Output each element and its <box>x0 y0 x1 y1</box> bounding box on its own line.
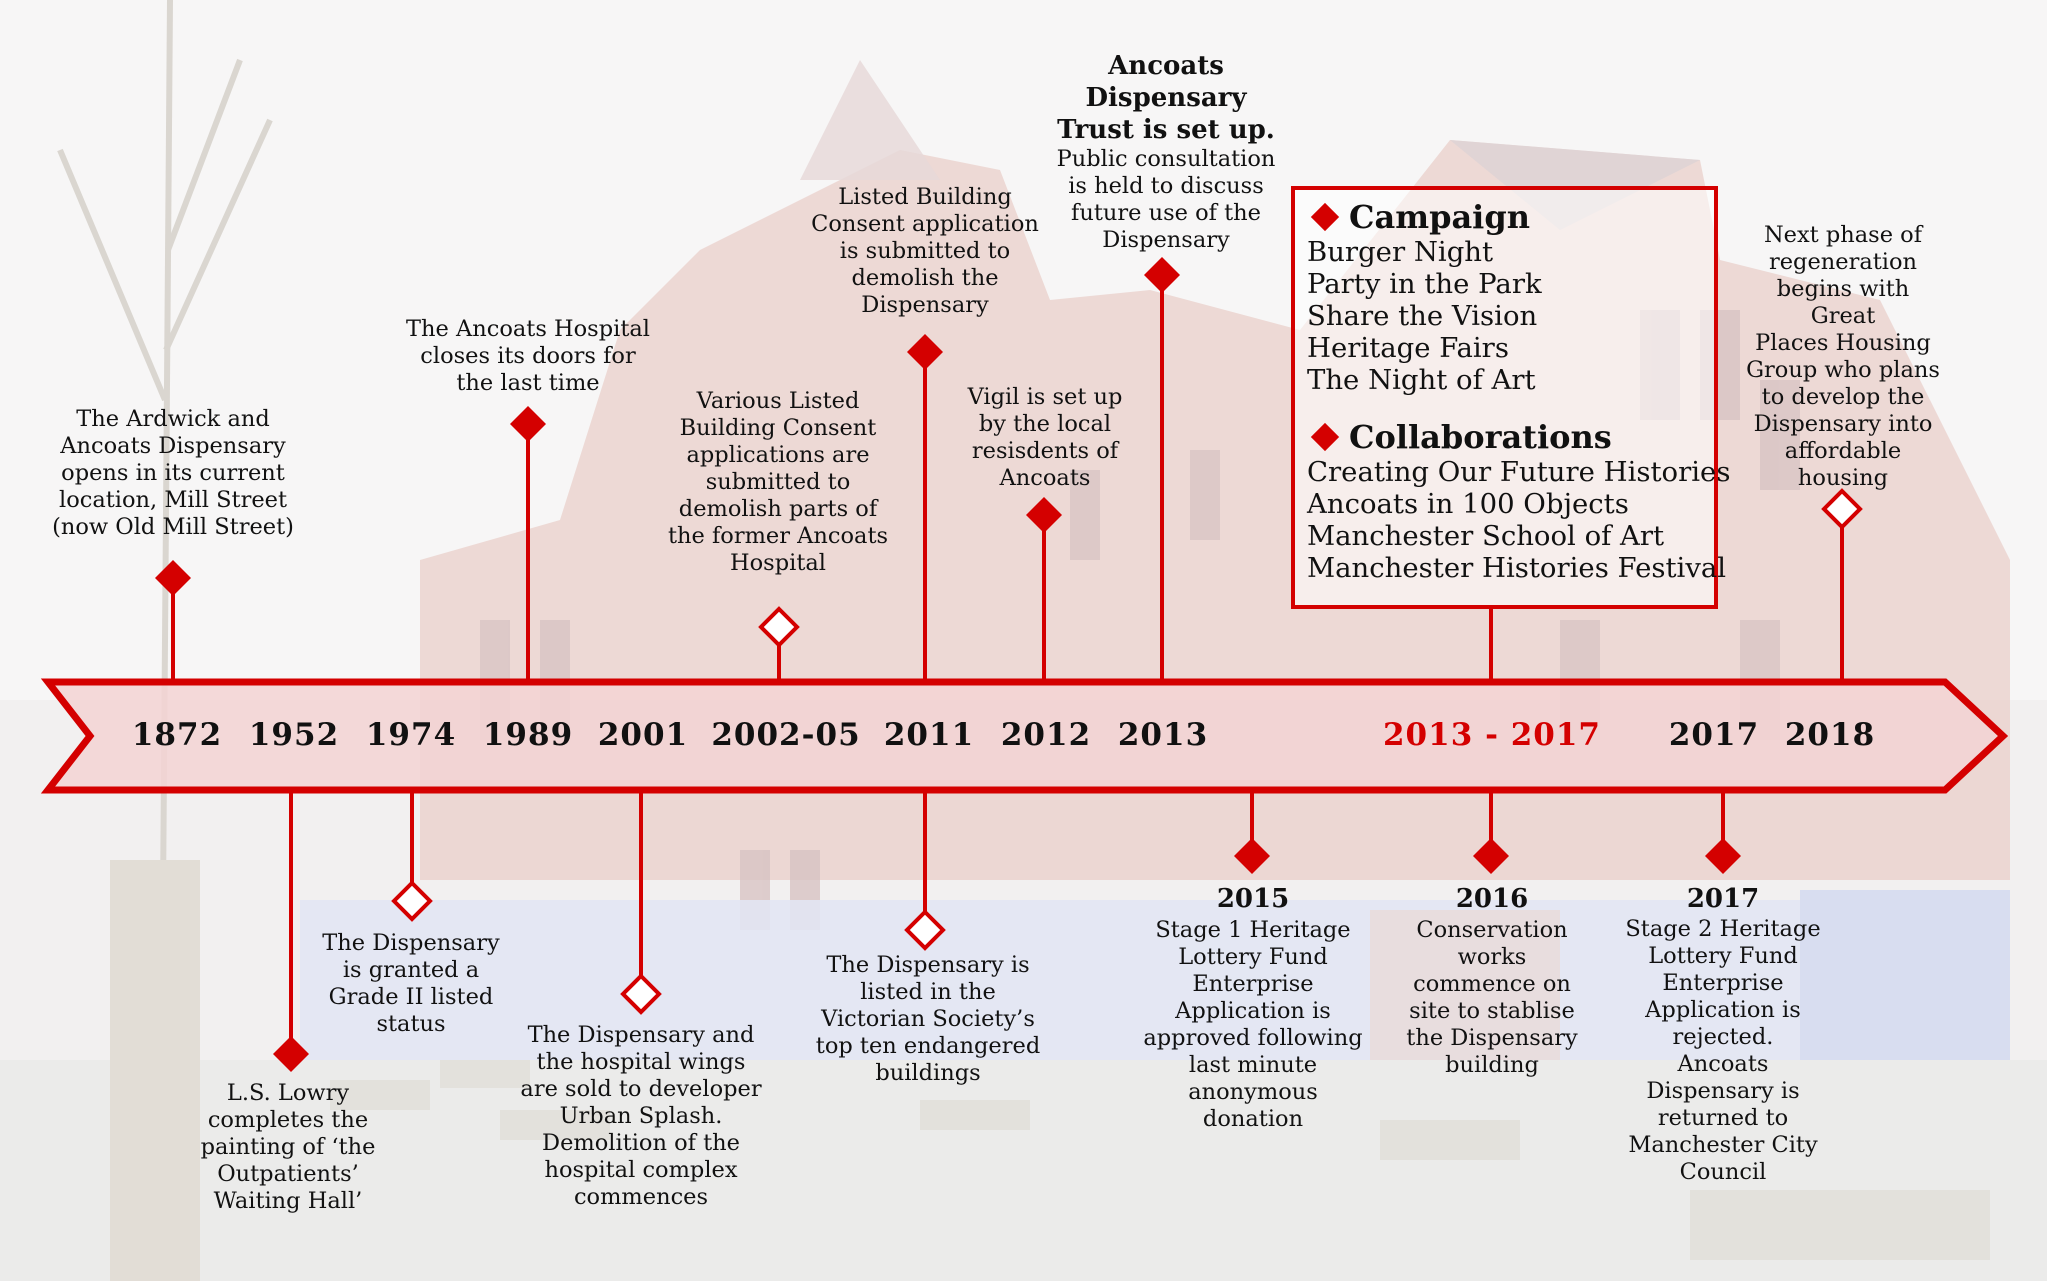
year-label-1974: 1974 <box>365 717 457 753</box>
timeline-arrow <box>40 678 2009 794</box>
campaign-item: Party in the Park <box>1307 268 1542 300</box>
collaborations-heading: Collaborations <box>1307 418 1704 456</box>
collaboration-item: Creating Our Future Histories <box>1307 456 1731 488</box>
diamond-bullet-icon <box>1310 202 1340 232</box>
event-text-2013: Public consultation is held to discuss f… <box>1056 146 1276 253</box>
campaign-item: Burger Night <box>1307 236 1494 268</box>
year-label-1989: 1989 <box>482 717 574 753</box>
year-label-2001: 2001 <box>597 717 689 753</box>
event-text-2016: Conservation works commence on site to s… <box>1406 917 1578 1078</box>
diamond-bullet-icon <box>1310 422 1340 452</box>
event-text-2012: Vigil is set up by the local resisdents … <box>967 384 1123 491</box>
campaign-item: Share the Vision <box>1307 300 1538 332</box>
year-label-2017: 2017 <box>1668 717 1760 753</box>
event-text-2015: Stage 1 Heritage Lottery Fund Enterprise… <box>1143 917 1363 1132</box>
collaborations-title: Collaborations <box>1349 418 1612 456</box>
event-year-2015: 2015 <box>1216 884 1290 914</box>
marker-1974 <box>391 880 433 922</box>
year-label-2013: 2013 <box>1117 717 1209 753</box>
campaign-item: Heritage Fairs <box>1307 332 1509 364</box>
marker-2001 <box>620 973 662 1015</box>
marker-2018 <box>1821 488 1863 530</box>
year-label-2018: 2018 <box>1784 717 1876 753</box>
event-text-1974: The Dispensary is granted a Grade II lis… <box>322 930 500 1037</box>
marker-1952 <box>273 1036 309 1072</box>
marker-2013 <box>1144 257 1180 293</box>
marker-2015 <box>1234 838 1270 874</box>
marker-2017 <box>1705 838 1741 874</box>
year-label-1952: 1952 <box>248 717 340 753</box>
event-text-1989: The Ancoats Hospital closes its doors fo… <box>406 316 650 396</box>
campaign-title: Campaign <box>1349 198 1530 236</box>
event-text-1952: L.S. Lowry completes the painting of ‘th… <box>200 1080 376 1214</box>
year-label-2012: 2012 <box>1000 717 1092 753</box>
marker-2012 <box>1026 497 1062 533</box>
collaboration-item: Manchester Histories Festival <box>1307 552 1727 584</box>
campaign-heading: Campaign <box>1307 198 1704 236</box>
event-text-2011-application: Listed Building Consent application is s… <box>811 184 1039 318</box>
event-text-2011-listed: The Dispensary is listed in the Victoria… <box>815 952 1041 1086</box>
marker-2002-05 <box>758 606 800 648</box>
marker-1872 <box>155 560 191 596</box>
marker-2016 <box>1473 838 1509 874</box>
year-label-2011: 2011 <box>883 717 975 753</box>
marker-2011b <box>904 909 946 951</box>
marker-1989 <box>510 406 546 442</box>
event-text-2017: Stage 2 Heritage Lottery Fund Enterprise… <box>1625 916 1821 1185</box>
event-year-2016: 2016 <box>1455 884 1529 914</box>
event-text-2001: The Dispensary and the hospital wings ar… <box>520 1022 762 1210</box>
year-label-1872: 1872 <box>131 717 223 753</box>
event-title-2013: Ancoats Dispensary Trust is set up. <box>1057 51 1275 145</box>
event-text-2018: Next phase of regeneration begins with G… <box>1746 222 1940 491</box>
year-label-2013-2017: 2013 - 2017 <box>1382 717 1602 753</box>
campaign-collaborations-box: Campaign Burger Night Party in the Park … <box>1291 186 1731 609</box>
collaboration-item: Ancoats in 100 Objects <box>1307 488 1629 520</box>
year-label-2002-05: 2002-05 <box>711 717 861 753</box>
event-year-2017: 2017 <box>1686 884 1760 914</box>
campaign-item: The Night of Art <box>1307 364 1536 396</box>
event-text-2002-05: Various Listed Building Consent applicat… <box>667 388 889 576</box>
event-text-1872: The Ardwick and Ancoats Dispensary opens… <box>52 406 294 540</box>
collaboration-item: Manchester School of Art <box>1307 520 1665 552</box>
marker-2011a <box>907 334 943 370</box>
